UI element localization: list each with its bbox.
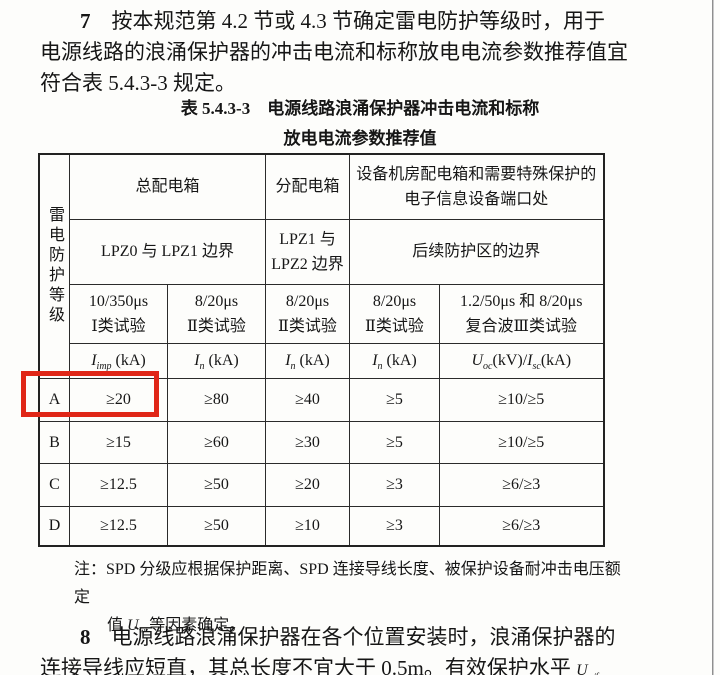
table-title: 表 5.4.3-3 电源线路浪涌保护器冲击电流和标称 放电电流参数推荐值 bbox=[0, 94, 720, 154]
header-main-distribution-box: 总配电箱 bbox=[69, 153, 266, 220]
test-class-label: Ⅱ类试验 bbox=[278, 317, 337, 335]
value-cell: ≥5 bbox=[349, 420, 440, 464]
test-class-label: Ⅱ类试验 bbox=[365, 317, 424, 335]
note-line-2: 值 Uw 等因素确定。 bbox=[107, 617, 246, 638]
value-cell: ≥20 bbox=[265, 462, 350, 507]
test-class-label: Ⅰ类试验 bbox=[91, 317, 146, 335]
paragraph-7-text-2: 电源线路的浪涌保护器的冲击电流和标称放电电流参数推荐值宜 bbox=[40, 40, 628, 64]
header-test-col-1: 10/350μs Ⅰ类试验 bbox=[69, 283, 168, 344]
table-row-grade-b: B ≥15 ≥60 ≥30 ≥5 ≥10/≥5 bbox=[38, 420, 604, 464]
header-lpz1-lpz2-boundary: LPZ1 与 LPZ2 边界 bbox=[265, 218, 350, 285]
test-class-label: Ⅱ类试验 bbox=[187, 317, 246, 335]
value-cell: ≥10/≥5 bbox=[439, 377, 604, 422]
value-cell: ≥6/≥3 bbox=[439, 462, 604, 507]
value-cell: ≥10 bbox=[265, 505, 350, 547]
header-device-port: 设备机房配电箱和需要特殊保护的 电子信息设备端口处 bbox=[349, 153, 604, 220]
header-test-col-3: 8/20μs Ⅱ类试验 bbox=[265, 283, 350, 344]
note-line-1: 注：SPD 分级应根据保护距离、SPD 连接导线长度、被保护设备耐冲击电压额定 bbox=[74, 561, 621, 606]
grade-cell: C bbox=[38, 462, 70, 507]
table-note: 注：SPD 分级应根据保护距离、SPD 连接导线长度、被保护设备耐冲击电压额定 … bbox=[74, 556, 634, 640]
header-test-col-4: 8/20μs Ⅱ类试验 bbox=[349, 283, 440, 344]
waveform-label: 1.2/50μs 和 8/20μs bbox=[459, 292, 583, 310]
symbol-header-uoc-isc: Uoc(kV)/Isc(kA) bbox=[439, 342, 604, 379]
test-class-label: 复合波Ⅲ类试验 bbox=[465, 317, 577, 335]
paragraph-7-line-1: 7 按本规范第 4.2 节或 4.3 节确定雷电防护等级时，用于 bbox=[40, 6, 618, 37]
paragraph-7: 7 按本规范第 4.2 节或 4.3 节确定雷电防护等级时，用于 电源线路的浪涌… bbox=[40, 6, 628, 99]
value-cell: ≥3 bbox=[349, 462, 440, 507]
table-title-line-1: 表 5.4.3-3 电源线路浪涌保护器冲击电流和标称 bbox=[180, 99, 540, 118]
value-cell: ≥60 bbox=[167, 420, 266, 464]
value-cell: ≥30 bbox=[265, 420, 350, 464]
table-title-line-2: 放电电流参数推荐值 bbox=[283, 129, 437, 148]
value-cell: ≥5 bbox=[349, 377, 440, 422]
header-lpz1-lpz2-line-2: LPZ2 边界 bbox=[271, 255, 344, 273]
header-lpz1-lpz2-line-1: LPZ1 与 bbox=[279, 230, 336, 248]
value-cell: ≥12.5 bbox=[69, 462, 168, 507]
waveform-label: 8/20μs bbox=[194, 292, 239, 310]
value-cell: ≥15 bbox=[69, 420, 168, 464]
paragraph-8: 8 电源线路浪涌保护器在各个位置安装时，浪涌保护器的 连接导线应短直，其总长度不… bbox=[40, 622, 618, 675]
header-device-port-line-1: 设备机房配电箱和需要特殊保护的 bbox=[356, 165, 597, 183]
value-cell: ≥80 bbox=[167, 377, 266, 422]
value-cell: ≥50 bbox=[167, 462, 266, 507]
header-subsequent-zone-boundary: 后续防护区的边界 bbox=[349, 218, 604, 285]
table-row-grade-d: D ≥12.5 ≥50 ≥10 ≥3 ≥6/≥3 bbox=[38, 505, 604, 547]
header-sub-distribution-box: 分配电箱 bbox=[265, 153, 350, 220]
paragraph-8-line-1: 8 电源线路浪涌保护器在各个位置安装时，浪涌保护器的 bbox=[40, 622, 618, 653]
value-cell: ≥10/≥5 bbox=[439, 420, 604, 464]
symbol-header-in-1: In (kA) bbox=[167, 342, 266, 379]
header-lpz0-lpz1-boundary: LPZ0 与 LPZ1 边界 bbox=[69, 218, 266, 285]
corner-header-lightning-protection-grade: 雷电防护等级 bbox=[38, 153, 70, 379]
upf-symbol: U bbox=[576, 662, 588, 675]
value-cell: ≥50 bbox=[167, 505, 266, 547]
paragraph-8-text-1: 电源线路浪涌保护器在各个位置安装时，浪涌保护器的 bbox=[90, 625, 616, 649]
header-test-col-5: 1.2/50μs 和 8/20μs 复合波Ⅲ类试验 bbox=[439, 283, 604, 344]
clause-number-8: 8 bbox=[80, 625, 91, 649]
waveform-label: 8/20μs bbox=[372, 292, 417, 310]
header-test-col-2: 8/20μs Ⅱ类试验 bbox=[167, 283, 266, 344]
clause-number-7: 7 bbox=[80, 9, 91, 33]
paragraph-7-text-1: 按本规范第 4.2 节或 4.3 节确定雷电防护等级时，用于 bbox=[90, 9, 605, 33]
value-cell: ≥12.5 bbox=[69, 505, 168, 547]
waveform-label: 8/20μs bbox=[285, 292, 330, 310]
header-device-port-line-2: 电子信息设备端口处 bbox=[404, 190, 549, 208]
value-cell: ≥3 bbox=[349, 505, 440, 547]
uw-symbol: U bbox=[127, 617, 139, 634]
value-cell: ≥40 bbox=[265, 377, 350, 422]
waveform-label: 10/350μs bbox=[88, 292, 149, 310]
grade-cell: D bbox=[38, 505, 70, 547]
grade-cell: B bbox=[38, 420, 70, 464]
table-row-grade-c: C ≥12.5 ≥50 ≥20 ≥3 ≥6/≥3 bbox=[38, 462, 604, 507]
symbol-header-in-3: In (kA) bbox=[349, 342, 440, 379]
symbol-header-in-2: In (kA) bbox=[265, 342, 350, 379]
page-edge-line bbox=[712, 0, 714, 675]
paragraph-7-text-3: 符合表 5.4.3-3 规定。 bbox=[40, 71, 236, 95]
highlight-box bbox=[21, 371, 159, 417]
value-cell: ≥6/≥3 bbox=[439, 505, 604, 547]
spd-parameters-table: 雷电防护等级 总配电箱 分配电箱 设备机房配电箱和需要特殊保护的 电子信息设备端… bbox=[38, 153, 605, 547]
paragraph-8-line-2: 连接导线应短直，其总长度不宜大于 0.5m。有效保护水平 Up/f bbox=[40, 653, 618, 675]
